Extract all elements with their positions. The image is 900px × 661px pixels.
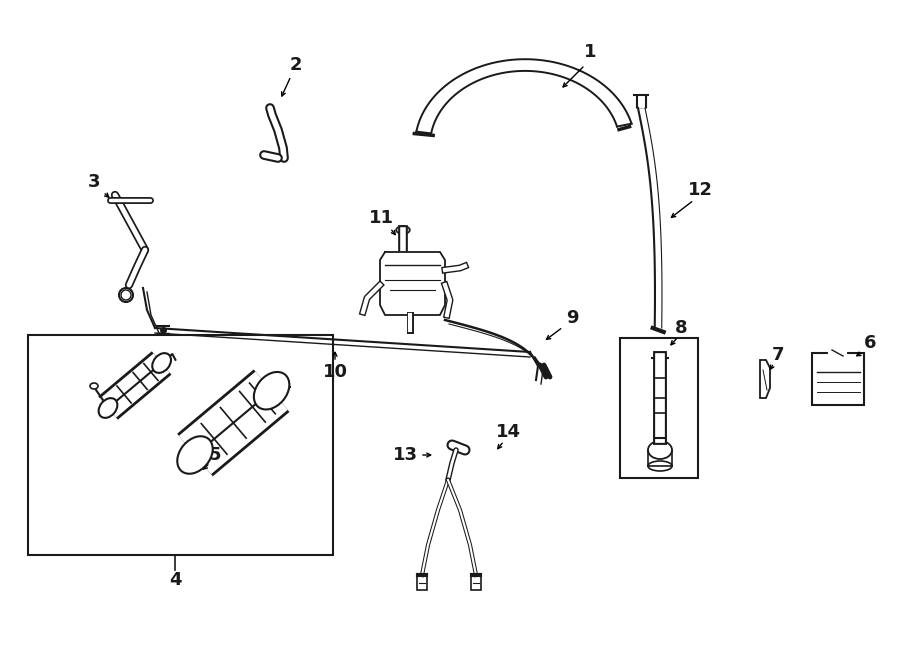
Ellipse shape [152, 353, 171, 373]
Text: 5: 5 [209, 446, 221, 464]
Bar [812, 353, 864, 405]
Text: 2: 2 [290, 56, 302, 74]
Bar [471, 575, 481, 590]
Text: 3: 3 [88, 173, 100, 191]
Polygon shape [760, 360, 770, 398]
Bar [28, 335, 333, 555]
Bar [417, 575, 427, 590]
Text: 13: 13 [392, 446, 418, 464]
Text: 14: 14 [496, 423, 520, 441]
Ellipse shape [398, 227, 408, 233]
Text: 8: 8 [675, 319, 688, 337]
Ellipse shape [99, 398, 117, 418]
Ellipse shape [396, 226, 410, 234]
Ellipse shape [177, 436, 212, 474]
Text: 6: 6 [864, 334, 877, 352]
Text: 4: 4 [169, 571, 181, 589]
Text: 10: 10 [322, 363, 347, 381]
Text: 7: 7 [772, 346, 784, 364]
Text: 12: 12 [688, 181, 713, 199]
Bar [620, 338, 698, 478]
Text: 11: 11 [368, 209, 393, 227]
Ellipse shape [254, 372, 289, 409]
Text: 9: 9 [566, 309, 578, 327]
Text: 1: 1 [584, 43, 596, 61]
Ellipse shape [648, 461, 672, 471]
Ellipse shape [648, 441, 672, 459]
Polygon shape [380, 252, 445, 315]
